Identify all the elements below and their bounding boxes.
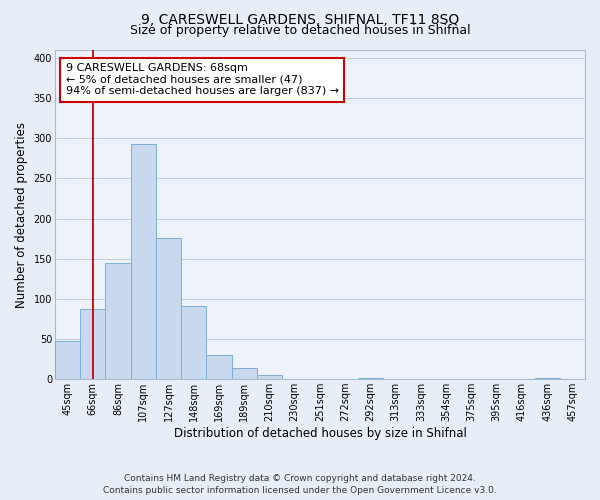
Text: 9 CARESWELL GARDENS: 68sqm
← 5% of detached houses are smaller (47)
94% of semi-: 9 CARESWELL GARDENS: 68sqm ← 5% of detac… bbox=[65, 63, 338, 96]
Bar bbox=[156, 238, 181, 379]
Y-axis label: Number of detached properties: Number of detached properties bbox=[15, 122, 28, 308]
Bar bbox=[106, 263, 131, 379]
Bar bbox=[206, 355, 232, 379]
Bar bbox=[535, 378, 560, 379]
Bar bbox=[181, 306, 206, 379]
Bar bbox=[131, 144, 156, 379]
Text: Size of property relative to detached houses in Shifnal: Size of property relative to detached ho… bbox=[130, 24, 470, 37]
X-axis label: Distribution of detached houses by size in Shifnal: Distribution of detached houses by size … bbox=[173, 427, 466, 440]
Bar bbox=[232, 368, 257, 379]
Text: Contains HM Land Registry data © Crown copyright and database right 2024.
Contai: Contains HM Land Registry data © Crown c… bbox=[103, 474, 497, 495]
Bar bbox=[257, 375, 282, 379]
Bar bbox=[358, 378, 383, 379]
Bar bbox=[80, 310, 106, 379]
Bar bbox=[55, 342, 80, 379]
Text: 9, CARESWELL GARDENS, SHIFNAL, TF11 8SQ: 9, CARESWELL GARDENS, SHIFNAL, TF11 8SQ bbox=[141, 12, 459, 26]
